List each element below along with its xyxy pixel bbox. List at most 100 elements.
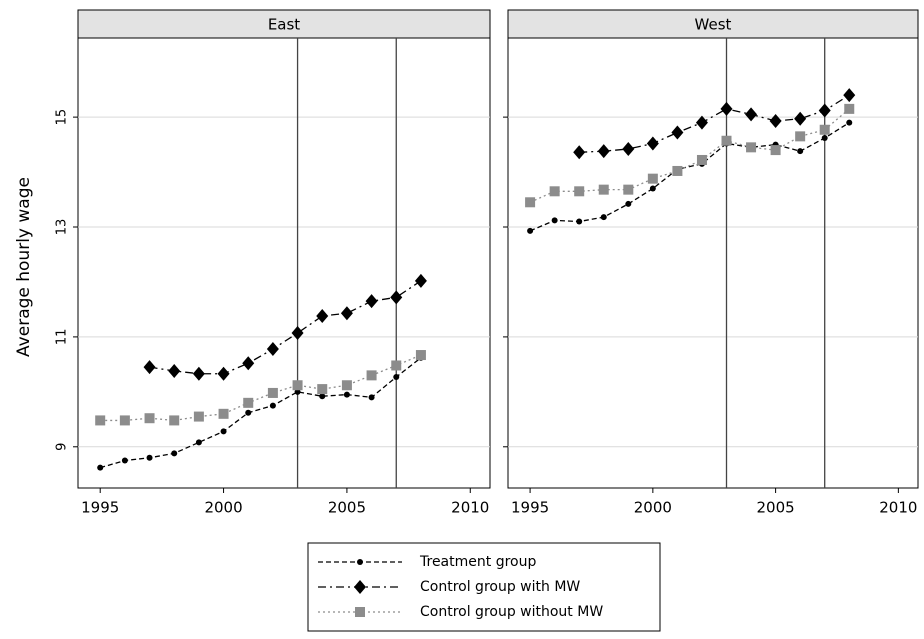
point: [549, 186, 560, 197]
point: [671, 125, 684, 140]
legend-swatch-marker: [355, 607, 365, 617]
point: [391, 360, 402, 371]
point: [574, 186, 585, 197]
point: [168, 363, 181, 378]
point: [269, 402, 276, 409]
point: [95, 415, 106, 426]
panel-title: East: [268, 16, 300, 34]
x-tick-label: 1995: [81, 499, 119, 517]
point: [746, 142, 757, 153]
x-tick-label: 2000: [204, 499, 242, 517]
point: [797, 148, 804, 155]
y-tick-label: 9: [55, 443, 70, 451]
y-tick-label: 15: [55, 109, 70, 126]
legend-label: Treatment group: [419, 554, 536, 570]
point: [341, 380, 352, 391]
point: [721, 135, 732, 146]
point: [317, 384, 328, 395]
point: [695, 115, 708, 130]
x-tick-label: 2000: [634, 499, 672, 517]
point: [769, 113, 782, 128]
point: [745, 107, 758, 122]
point: [218, 408, 229, 419]
point: [623, 184, 634, 195]
point: [242, 356, 255, 371]
point: [625, 200, 632, 207]
point: [844, 103, 855, 114]
point: [316, 309, 329, 324]
x-tick-label: 2010: [879, 499, 917, 517]
y-tick-label: 13: [55, 219, 70, 236]
point: [819, 124, 830, 135]
series-line: [149, 280, 422, 375]
point: [144, 413, 155, 424]
series-line: [100, 357, 422, 469]
point: [527, 227, 534, 234]
point: [597, 144, 610, 159]
point: [193, 411, 204, 422]
x-tick-label: 2005: [328, 499, 366, 517]
point: [415, 350, 426, 361]
point: [365, 294, 378, 309]
point: [525, 197, 536, 208]
point: [843, 88, 856, 103]
point: [647, 173, 658, 184]
point: [720, 101, 733, 116]
point: [646, 136, 659, 151]
point: [622, 141, 635, 156]
point: [696, 154, 707, 165]
legend-label: Control group with MW: [420, 579, 580, 595]
point: [366, 370, 377, 381]
point: [291, 326, 304, 341]
point: [266, 341, 279, 356]
point: [649, 185, 656, 192]
x-tick-label: 2005: [757, 499, 795, 517]
point: [600, 214, 607, 221]
point: [846, 119, 853, 126]
point: [243, 397, 254, 408]
point: [818, 103, 831, 118]
plot-area: [507, 37, 919, 489]
point: [576, 218, 583, 225]
point: [217, 366, 230, 381]
point: [551, 217, 558, 224]
point: [573, 145, 586, 160]
point: [343, 391, 350, 398]
point: [393, 374, 400, 381]
point: [143, 360, 156, 375]
point: [292, 380, 303, 391]
point: [146, 454, 153, 461]
point: [220, 428, 227, 435]
point: [340, 306, 353, 321]
point: [390, 290, 403, 305]
point: [171, 450, 178, 457]
panel-header: [77, 9, 491, 39]
series-line: [529, 122, 850, 232]
plot-area: [77, 37, 491, 489]
point: [119, 415, 130, 426]
point: [368, 394, 375, 401]
point: [770, 145, 781, 156]
point: [414, 273, 427, 288]
point: [672, 165, 683, 176]
y-axis-label: Average hourly wage: [14, 177, 34, 357]
x-tick-label: 1995: [511, 499, 549, 517]
point: [245, 409, 252, 416]
point: [192, 366, 205, 381]
point: [121, 457, 128, 464]
legend-label: Control group without MW: [420, 604, 603, 620]
point: [598, 184, 609, 195]
point: [97, 464, 104, 471]
panel-title: West: [695, 16, 732, 34]
point: [794, 111, 807, 126]
legend-swatch-marker: [354, 580, 366, 594]
y-tick-label: 11: [55, 329, 70, 346]
point: [319, 393, 326, 400]
panel-header: [507, 9, 919, 39]
point: [267, 387, 278, 398]
point: [169, 415, 180, 426]
point: [195, 439, 202, 446]
point: [821, 135, 828, 141]
x-tick-label: 2010: [451, 499, 489, 517]
